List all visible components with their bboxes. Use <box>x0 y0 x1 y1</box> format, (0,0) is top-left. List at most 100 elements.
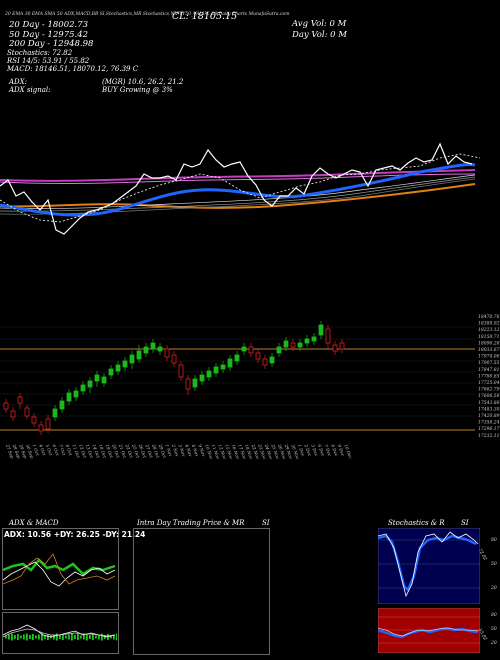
candle <box>339 339 345 353</box>
candle <box>234 351 240 365</box>
macd-histogram-bar <box>95 635 97 639</box>
candle-body <box>73 390 79 398</box>
date-axis-label: 14 Oct <box>91 444 101 459</box>
candle-body <box>304 338 310 344</box>
stochastics-panel-title: Stochastics & R <box>388 519 445 527</box>
date-axis-label: 19 Oct <box>105 444 115 459</box>
candle-body <box>297 342 303 348</box>
date-axis-label: 21 Oct <box>118 443 128 459</box>
adx-chart <box>3 553 116 587</box>
candle-body <box>241 346 247 352</box>
macd-histogram-bar <box>56 633 58 641</box>
candle <box>115 361 121 375</box>
candle-body <box>164 348 170 358</box>
intraday-panel-suffix: SI <box>262 519 270 527</box>
candle <box>325 325 331 349</box>
rsi-tick-50: 50 <box>491 627 497 632</box>
stochastics-d-line <box>378 531 479 598</box>
date-axis-label: 28 Oct <box>151 443 161 459</box>
candle <box>38 421 44 435</box>
candle <box>101 373 107 387</box>
date-axis-label: 8 Oct <box>65 444 74 457</box>
candle <box>220 361 226 373</box>
date-axis-label: 4 Nov <box>184 443 194 458</box>
date-axis-label: 9 Nov <box>197 444 206 458</box>
candle <box>31 413 37 427</box>
candle <box>262 355 268 369</box>
candle <box>283 337 289 351</box>
close-price: CL: 18105.15 <box>172 11 238 22</box>
date-axis-label: 8 Nov <box>191 444 200 458</box>
macd-panel <box>2 612 119 654</box>
candle <box>192 375 198 391</box>
macd-histogram-bar <box>77 634 79 640</box>
price-axis-label: 17358.24 <box>478 420 500 426</box>
macd-histogram-bar <box>65 635 67 639</box>
intraday-panel <box>133 528 270 655</box>
date-axis-label: 26 Oct <box>137 443 147 459</box>
date-axis-label: 3 Dec <box>310 444 319 458</box>
price-axis-label: 17420.89 <box>478 413 500 419</box>
adx-values: (MGR) 10.6, 26.2, 21.2 <box>102 78 184 86</box>
rsi-tick-20: 20 <box>491 641 497 646</box>
day-volume: Day Vol: 0 M <box>292 30 347 40</box>
candle <box>45 415 51 433</box>
candle <box>304 335 310 347</box>
intraday-panel-title: Intra Day Trading Price & MR <box>137 519 245 527</box>
macd-histogram-bar <box>47 634 49 640</box>
macd-histogram-bar <box>116 633 117 641</box>
price-axis-label: 18158.71 <box>478 334 499 340</box>
macd-histogram-bar <box>86 633 88 641</box>
candle <box>255 349 261 363</box>
macd-histogram-bar <box>68 634 70 640</box>
date-axis-label: 18 Oct <box>98 444 108 459</box>
candle-body <box>199 374 205 382</box>
ema-200-line <box>0 183 476 209</box>
adx-signal: BUY Growing @ 3% <box>102 86 173 94</box>
candle <box>178 361 184 381</box>
macd-histogram-bar <box>32 634 34 640</box>
candle <box>108 365 114 379</box>
stochastics-chart <box>378 528 480 604</box>
macd-histogram-bar <box>44 635 46 639</box>
date-axis-label: 29 Nov <box>283 443 293 460</box>
candle-body <box>66 392 72 402</box>
price-axis-label: 17786.65 <box>478 373 500 379</box>
candle-body <box>290 342 296 348</box>
candle <box>136 345 142 363</box>
adx-panel <box>2 528 119 610</box>
rsi-signal-line <box>378 627 479 637</box>
candle-body <box>150 342 156 350</box>
macd-histogram-bar <box>17 634 19 640</box>
macd-histogram-bar <box>5 635 7 639</box>
sma-grey-line-2 <box>0 178 476 215</box>
macd-histogram-bar <box>71 633 73 641</box>
candle <box>80 381 86 395</box>
candle-body <box>339 342 345 350</box>
date-axis-label: 22 Nov <box>250 443 260 460</box>
date-axis-label: 1 Dec <box>297 444 306 458</box>
candle-body <box>192 378 198 388</box>
macd-histogram-bar <box>35 635 37 639</box>
candle <box>297 339 303 351</box>
ema-200-readout: 200 Day - 12948.98 <box>9 39 94 49</box>
rsi-chart <box>378 608 480 653</box>
price-ema-chart <box>0 142 481 235</box>
date-axis-label: 1 Oct <box>32 444 41 457</box>
price-axis-label: 17483.30 <box>478 406 500 412</box>
candle-body <box>248 346 254 354</box>
candle-body <box>115 364 121 372</box>
candle-body <box>171 354 177 364</box>
macd-signal-line <box>3 628 116 638</box>
candle-body <box>311 336 317 342</box>
candle-body <box>318 324 324 336</box>
date-axis-label: 27 Oct <box>144 443 154 459</box>
candle <box>241 343 247 355</box>
rsi-tick-80: 80 <box>491 613 497 618</box>
candle-body <box>255 352 261 360</box>
candle <box>164 345 170 361</box>
candle <box>290 339 296 351</box>
macd-histogram-bar <box>104 635 106 639</box>
candle <box>227 355 233 371</box>
date-axis-label: 11 Nov <box>211 444 221 461</box>
